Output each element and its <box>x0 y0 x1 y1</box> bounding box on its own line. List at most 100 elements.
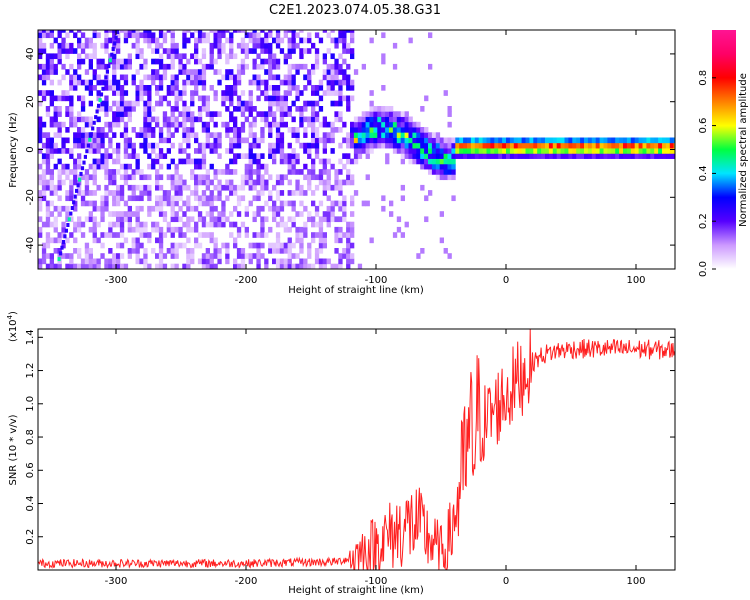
heatmap-cell <box>135 85 140 91</box>
heatmap-cell <box>272 63 277 70</box>
heatmap-cell <box>158 100 164 107</box>
heatmap-cell <box>77 221 82 228</box>
y-tick-label: 0.2 <box>25 529 36 545</box>
heatmap-cell <box>135 258 140 265</box>
heatmap-cell <box>256 32 261 39</box>
heatmap-cell <box>174 163 179 170</box>
heatmap-cell <box>57 95 62 102</box>
heatmap-cell <box>221 48 226 54</box>
heatmap-cell <box>221 169 226 175</box>
heatmap-cell <box>162 200 168 207</box>
heatmap-cell <box>123 127 129 133</box>
heatmap-cell <box>244 42 249 49</box>
heatmap-cell <box>213 148 218 154</box>
heatmap-cell <box>61 163 66 170</box>
heatmap-cell <box>221 216 226 223</box>
heatmap-cell <box>392 148 398 154</box>
heatmap-cell <box>57 32 62 39</box>
heatmap-cell <box>431 132 437 138</box>
heatmap-cell <box>381 85 386 91</box>
heatmap-cell <box>127 226 132 233</box>
heatmap-cell <box>170 200 175 207</box>
heatmap-cell <box>178 158 183 165</box>
line-x-label: Height of straight line (km) <box>288 585 424 596</box>
heatmap-cell <box>217 142 222 149</box>
heatmap-cell <box>45 69 51 75</box>
heatmap-cell <box>178 174 183 181</box>
heatmap-cell <box>268 174 273 181</box>
heatmap-cell <box>428 153 433 159</box>
heatmap-cell <box>217 216 222 223</box>
heatmap-cell <box>662 137 667 144</box>
heatmap-cell <box>424 137 429 144</box>
heatmap-cell <box>104 37 109 44</box>
heatmap-cell <box>346 106 351 112</box>
heatmap-cell <box>114 35 118 40</box>
heatmap-cell <box>272 100 277 107</box>
heatmap-cell <box>49 190 54 196</box>
heatmap-cell <box>638 148 643 154</box>
heatmap-cell <box>326 195 331 202</box>
heatmap-cell <box>669 148 675 154</box>
heatmap-cell <box>318 174 324 181</box>
heatmap-cell <box>467 137 472 144</box>
heatmap-cell <box>147 174 152 181</box>
heatmap-cell <box>533 142 538 149</box>
heatmap-cell <box>182 263 187 269</box>
heatmap-cell <box>303 232 308 238</box>
heatmap-cell <box>330 63 335 70</box>
heatmap-cell <box>291 37 296 44</box>
heatmap-cell <box>307 216 312 223</box>
heatmap-cell <box>537 137 542 144</box>
heatmap-cell <box>88 137 92 142</box>
heatmap-cell <box>642 137 647 144</box>
heatmap-cell <box>244 179 249 186</box>
heatmap-cell <box>287 63 292 70</box>
heatmap-cell <box>131 174 136 181</box>
heatmap-cell <box>260 111 265 117</box>
heatmap-cell <box>307 242 312 249</box>
heatmap-cell <box>396 216 402 223</box>
heatmap-cell <box>116 169 121 175</box>
heatmap-cell <box>279 221 285 228</box>
heatmap-cell <box>287 263 292 269</box>
heatmap-cell <box>665 137 671 144</box>
heatmap-cell <box>311 111 316 117</box>
heatmap-cell <box>205 132 210 138</box>
heatmap-cell <box>322 263 327 269</box>
heatmap-cell <box>194 90 199 96</box>
y-tick-label: 1.2 <box>25 363 36 379</box>
heatmap-cell <box>416 132 421 138</box>
heatmap-cell <box>178 142 183 149</box>
heatmap-cell <box>420 137 425 144</box>
heatmap-cell <box>229 221 234 228</box>
heatmap-cell <box>166 100 171 107</box>
heatmap-cell <box>38 132 43 138</box>
heatmap-cell <box>182 37 187 44</box>
heatmap-cell <box>41 190 47 196</box>
heatmap-cell <box>166 85 171 91</box>
heatmap-cell <box>190 216 195 223</box>
heatmap-cell <box>96 221 101 228</box>
heatmap-cell <box>143 232 148 238</box>
heatmap-cell <box>634 148 639 154</box>
heatmap-cell <box>326 48 331 54</box>
heatmap-cell <box>307 116 312 123</box>
heatmap-cell <box>69 79 74 86</box>
heatmap-cell <box>143 111 148 117</box>
heatmap-cell <box>88 253 93 259</box>
heatmap-cell <box>428 190 433 196</box>
heatmap-cell <box>342 163 347 170</box>
heatmap-cell <box>45 106 51 112</box>
heatmap-cell <box>205 263 210 269</box>
heatmap-cell <box>256 205 261 212</box>
heatmap-cell <box>100 132 105 138</box>
heatmap-cell <box>463 142 468 149</box>
heatmap-cell <box>642 142 647 149</box>
heatmap-cell <box>186 106 191 112</box>
heatmap-cell <box>57 253 62 259</box>
heatmap-cell <box>104 200 109 207</box>
heatmap-cell <box>166 63 171 70</box>
heatmap-cell <box>112 30 117 33</box>
heatmap-cell <box>240 30 246 33</box>
